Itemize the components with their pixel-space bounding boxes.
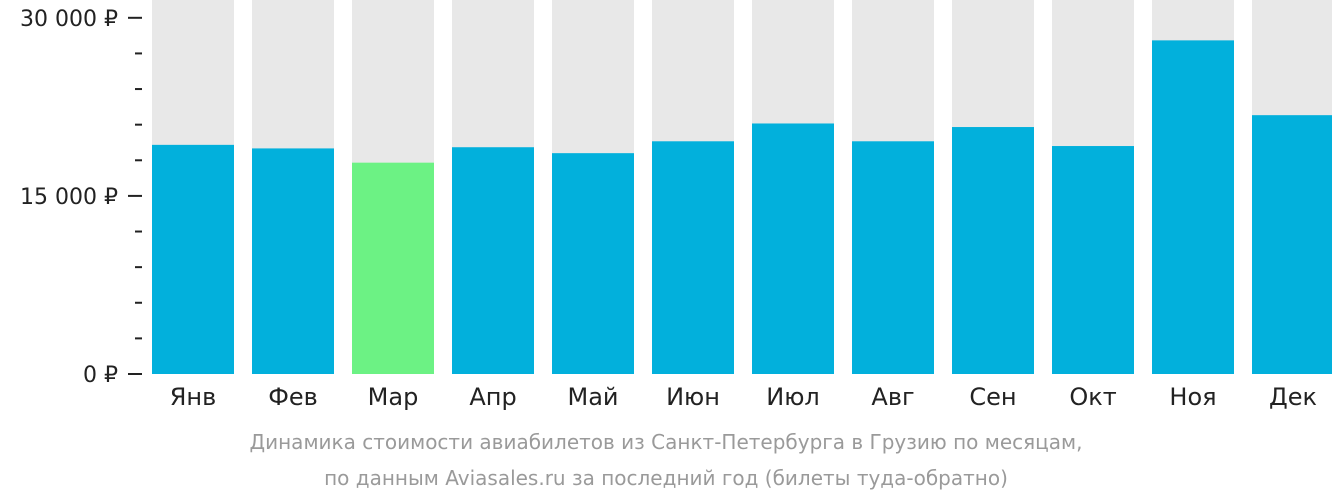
x-tick-label: Апр: [469, 383, 516, 411]
x-tick-label: Июн: [666, 383, 720, 411]
bar-7: [752, 123, 834, 374]
bar-10: [1052, 146, 1134, 374]
x-tick-label: Янв: [170, 383, 217, 411]
x-tick-label: Мар: [368, 383, 419, 411]
y-tick-label: 0 ₽: [83, 363, 118, 388]
x-tick-label: Дек: [1269, 383, 1317, 411]
bar-3: [352, 162, 434, 374]
x-tick-label: Сен: [969, 383, 1016, 411]
bar-4: [452, 147, 534, 374]
x-tick-label: Июл: [766, 383, 820, 411]
bar-12: [1252, 115, 1332, 375]
bar-5: [552, 153, 634, 374]
y-tick-label: 15 000 ₽: [20, 185, 118, 210]
bar-11: [1152, 40, 1234, 374]
chart-caption-line-1: Динамика стоимости авиабилетов из Санкт-…: [249, 430, 1083, 454]
x-tick-label: Май: [567, 383, 618, 411]
x-tick-label: Ноя: [1169, 383, 1216, 411]
bar-1: [152, 144, 234, 374]
x-tick-label: Авг: [871, 383, 914, 411]
price-bar-chart: Янв Фев Мар Апр Май Июн Июл Авг Сен Окт Ноя Дек 0 ₽ 1…: [20, 0, 1332, 411]
bar-8: [852, 141, 934, 374]
bar-9: [952, 127, 1034, 375]
bar-2: [252, 148, 334, 374]
x-tick-label: Фев: [268, 383, 318, 411]
chart-caption-line-2: по данным Aviasales.ru за последний год …: [324, 466, 1008, 490]
bar-6: [652, 141, 734, 374]
x-tick-label: Окт: [1069, 383, 1116, 411]
y-tick-label: 30 000 ₽: [20, 7, 118, 32]
